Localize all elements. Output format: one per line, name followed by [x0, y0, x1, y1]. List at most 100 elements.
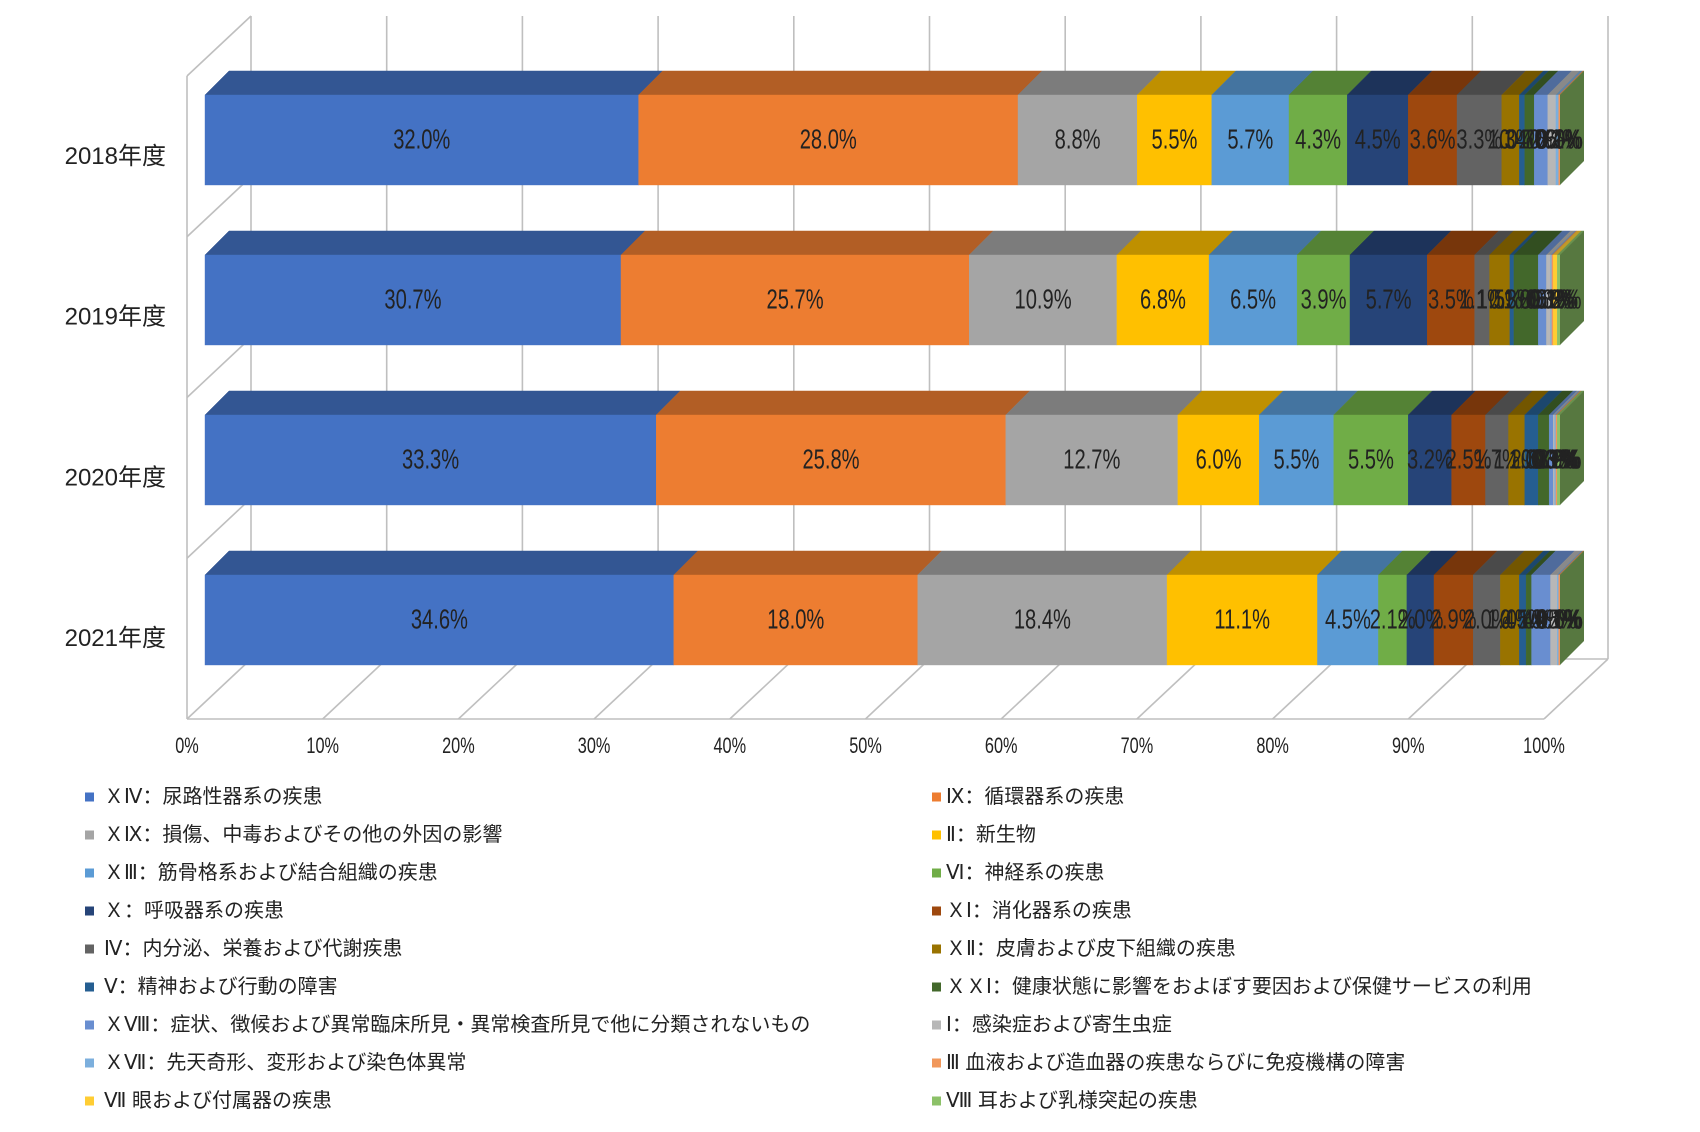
floor-gridline	[457, 658, 523, 720]
left-wall-category-divider	[186, 497, 252, 559]
data-label: 0.5%	[1500, 605, 1546, 636]
data-label: 0.0%	[1537, 125, 1583, 156]
bar-segment-top-face	[673, 550, 943, 576]
bar-segment-top-face	[1166, 550, 1343, 576]
bar-segment	[1433, 574, 1474, 666]
category-label: 2018年度	[65, 143, 166, 170]
data-label: 0.2%	[1536, 285, 1582, 316]
floor-gridline	[1272, 658, 1338, 720]
legend-label: ＸⅣ：尿路性器系の疾患	[104, 785, 322, 808]
bar-end-face	[1560, 71, 1584, 185]
legend-swatch	[85, 906, 94, 916]
data-label: 4.5%	[1355, 125, 1401, 156]
category-label: 2020年度	[65, 464, 166, 491]
data-label: 1.7%	[1474, 445, 1520, 476]
floor-gridline	[729, 658, 795, 720]
legend-swatch	[932, 1058, 941, 1068]
left-wall-category-divider	[186, 176, 252, 238]
x-tick-label: 0%	[175, 733, 199, 758]
x-tick-label: 10%	[306, 733, 339, 758]
legend-label: ＸⅢ：筋骨格系および結合組織の疾患	[104, 861, 438, 884]
category-axis-labels: 2018年度 2019年度 2020年度 2021年度	[65, 143, 166, 652]
data-label: 0.7%	[1507, 125, 1553, 156]
bar-segment	[1288, 94, 1348, 186]
legend-label: Ⅶ 眼および付属器の疾患	[104, 1089, 332, 1112]
legend-label: Ⅴ：精神および行動の障害	[104, 975, 338, 998]
data-label: 1.4%	[1487, 605, 1533, 636]
floor-gridline	[593, 658, 659, 720]
data-label: 1.0%	[1509, 445, 1555, 476]
value-axis-tick-labels: 0% 10% 20% 30% 40% 50% 60% 70% 80% 90% 100%	[175, 733, 1565, 758]
legend-label: ＸⅦ：先天奇形、変形および染色体異常	[104, 1051, 466, 1074]
bar-segment	[1208, 254, 1298, 346]
floor-gridline	[1407, 658, 1473, 720]
x-tick-label: 90%	[1392, 733, 1425, 758]
data-label: 1.2%	[1494, 445, 1540, 476]
legend-swatch	[932, 1096, 941, 1106]
bar-segment	[1406, 574, 1435, 666]
data-label: 0.0%	[1537, 125, 1583, 156]
data-label: 0.1%	[1535, 605, 1581, 636]
legend-swatch	[85, 1058, 94, 1068]
data-label: 5.7%	[1227, 125, 1273, 156]
data-label: 18.4%	[1014, 605, 1071, 636]
bar-segment-top-face	[204, 550, 699, 576]
data-label: 12.7%	[1063, 445, 1120, 476]
bar-series	[204, 70, 1585, 666]
legend-swatch	[85, 830, 94, 840]
legend-label: Ⅲ 血液および造血器の疾患ならびに免疫機構の障害	[946, 1051, 1405, 1074]
data-label: 2.9%	[1431, 605, 1477, 636]
bar-segment-top-face	[204, 230, 646, 256]
data-label: 1.4%	[1518, 605, 1564, 636]
data-label: 3.3%	[1456, 125, 1502, 156]
floor-gridline	[322, 658, 388, 720]
data-label: 0.0%	[1534, 445, 1580, 476]
bar-segment-top-face	[1017, 70, 1162, 96]
bar-segment	[1177, 414, 1260, 506]
legend-label: Ⅱ：新生物	[946, 823, 1036, 846]
data-label: 3.2%	[1407, 445, 1453, 476]
bar-segment-top-face	[620, 230, 994, 256]
data-label: 0.1%	[1534, 445, 1580, 476]
data-label: 1.0%	[1518, 125, 1564, 156]
bar-end-face	[1560, 391, 1584, 505]
legend-swatch	[85, 944, 94, 954]
bar-segment	[1451, 414, 1486, 506]
data-label: 5.5%	[1348, 445, 1394, 476]
floor-gridline	[1543, 658, 1609, 720]
bar-segment	[204, 574, 675, 666]
bar-segment	[1408, 94, 1458, 186]
data-label: 0.6%	[1519, 285, 1565, 316]
legend-label: ＸⅠ：消化器系の疾患	[946, 899, 1132, 922]
legend-swatch	[932, 792, 941, 802]
data-label: 0.3%	[1528, 445, 1574, 476]
data-label: 11.1%	[1214, 605, 1270, 636]
data-label: 0.4%	[1499, 125, 1545, 156]
bar-segment	[204, 94, 639, 186]
bar-segment	[917, 574, 1168, 666]
data-label: 0.1%	[1536, 605, 1582, 636]
data-label: 0.1%	[1528, 285, 1574, 316]
left-wall-category-divider	[186, 336, 252, 399]
bar-segment	[1347, 94, 1409, 186]
legend-swatch	[932, 982, 941, 992]
bar-segment	[1116, 254, 1210, 346]
data-label: 1.8%	[1503, 285, 1549, 316]
data-label: 0.3%	[1526, 285, 1572, 316]
data-label: 4.5%	[1325, 605, 1371, 636]
floor-gridline	[1136, 658, 1202, 720]
data-label: 30.7%	[384, 285, 441, 316]
x-tick-label: 20%	[442, 733, 475, 758]
x-tick-label: 40%	[714, 733, 747, 758]
floor-gridline	[1000, 658, 1066, 720]
data-label: 0.1%	[1531, 445, 1577, 476]
data-label: 0.3%	[1532, 285, 1578, 316]
legend-swatch	[932, 906, 941, 916]
bar-segment	[1166, 574, 1318, 666]
legend-label: Ⅳ：内分泌、栄養および代謝疾患	[104, 937, 402, 960]
legend-swatch	[85, 792, 94, 802]
bar-segment	[204, 254, 622, 346]
data-label: 32.0%	[393, 125, 450, 156]
legend-label: Ｘ：呼吸器系の疾患	[104, 899, 284, 922]
data-label: 0.6%	[1529, 125, 1575, 156]
